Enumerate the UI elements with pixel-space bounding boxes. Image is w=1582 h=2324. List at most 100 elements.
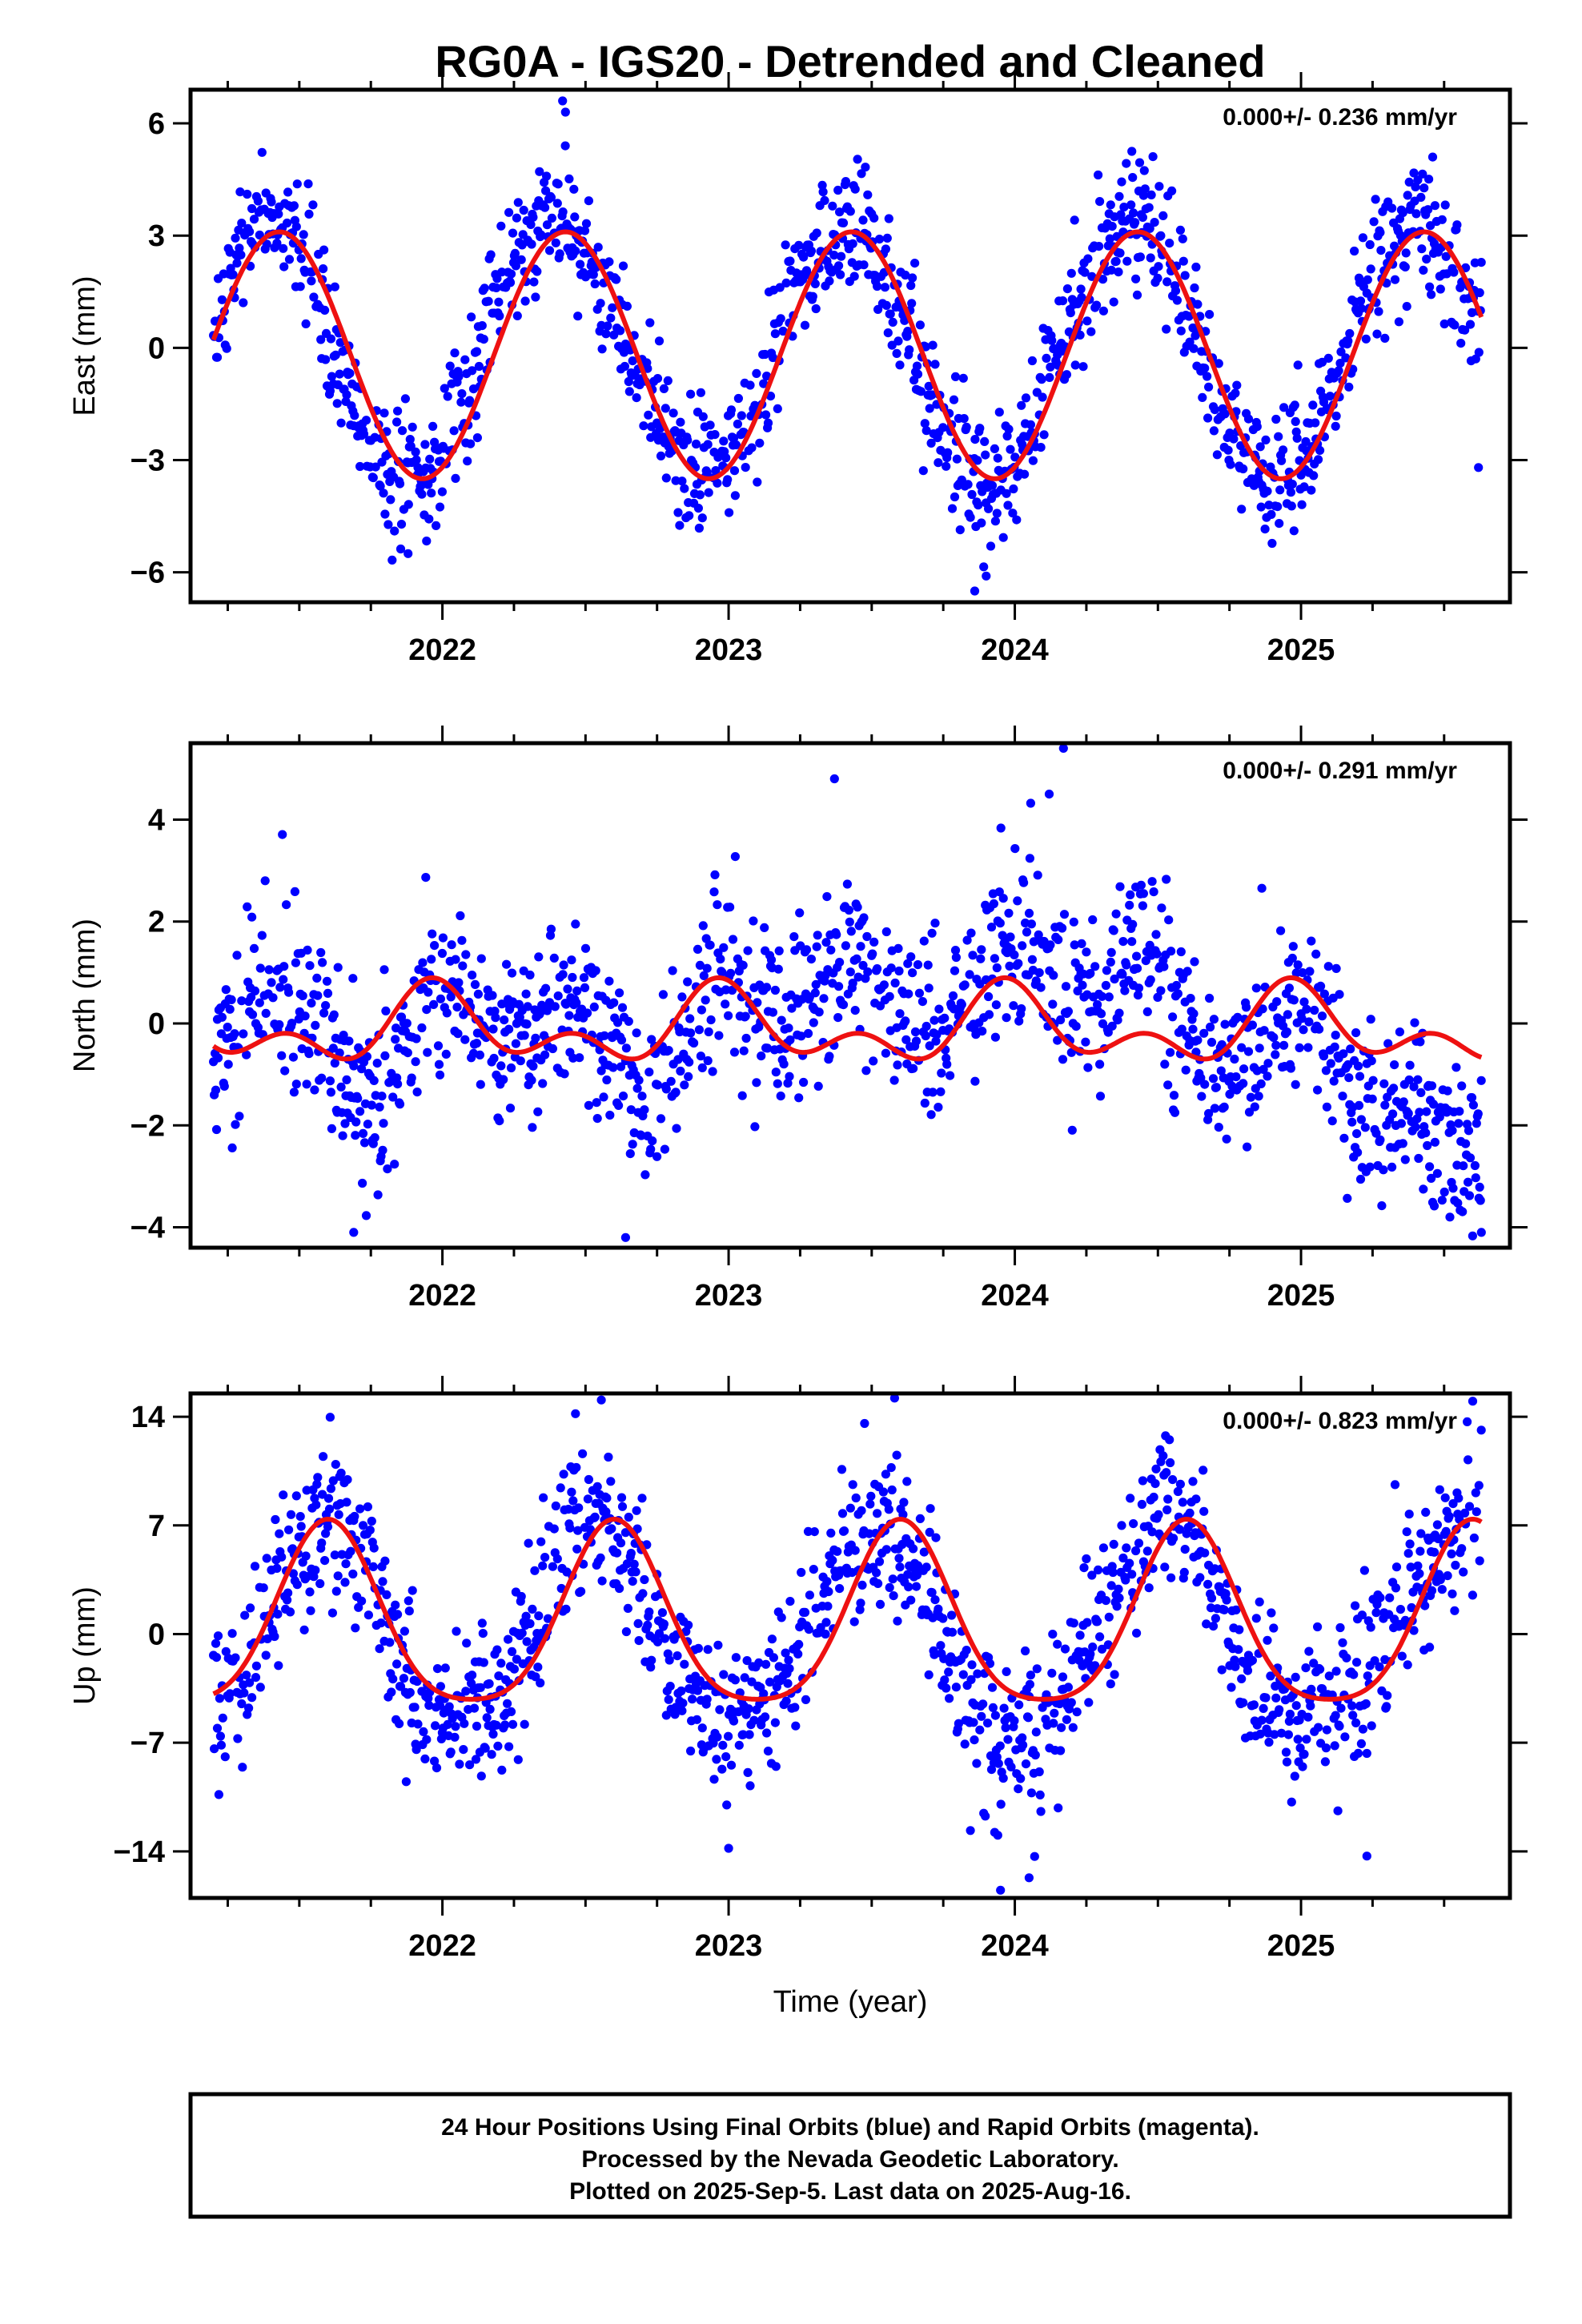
north-data-point: [442, 1008, 452, 1018]
east-data-point: [992, 509, 1002, 518]
north-data-point: [616, 1035, 627, 1045]
north-data-point: [647, 1035, 656, 1044]
east-data-point: [494, 297, 504, 307]
north-data-point: [1152, 949, 1162, 959]
north-data-point: [1351, 1028, 1361, 1038]
up-data-point: [355, 1504, 365, 1514]
east-data-point: [581, 219, 592, 228]
east-rate-label: 0.000+/- 0.236 mm/yr: [1223, 104, 1457, 131]
east-data-point: [1076, 284, 1086, 294]
north-data-point: [868, 949, 877, 959]
up-data-point: [875, 1599, 885, 1609]
east-data-point: [1336, 347, 1346, 356]
up-data-point: [1114, 1593, 1124, 1602]
north-data-point: [1279, 1040, 1289, 1050]
north-data-point: [757, 1051, 766, 1061]
up-data-point: [993, 1831, 1002, 1840]
north-data-point: [1459, 1161, 1468, 1171]
east-data-point: [1131, 274, 1141, 283]
up-data-point: [533, 1663, 543, 1672]
east-data-point: [536, 230, 546, 239]
north-y-tick-label: 2: [148, 906, 165, 939]
up-data-point: [388, 1675, 398, 1684]
east-data-point: [1140, 184, 1150, 194]
north-data-point: [355, 1107, 365, 1116]
north-data-point: [666, 1076, 676, 1086]
east-data-point: [1425, 282, 1435, 292]
north-data-point: [1368, 1076, 1378, 1085]
north-data-point: [1259, 1064, 1268, 1074]
up-data-point: [1168, 1475, 1178, 1485]
east-data-point: [1092, 300, 1102, 310]
up-data-point: [1142, 1546, 1152, 1556]
up-scatter-points: [209, 1393, 1486, 1895]
east-data-point: [884, 214, 893, 223]
north-data-point: [777, 1015, 786, 1025]
up-data-point: [1454, 1494, 1464, 1503]
north-data-point: [221, 985, 231, 995]
north-data-point: [1189, 1009, 1199, 1019]
up-data-point: [744, 1704, 753, 1714]
east-data-point: [1419, 265, 1428, 275]
north-data-point: [1422, 1107, 1431, 1116]
up-data-point: [996, 1799, 1006, 1809]
east-data-point: [934, 458, 943, 468]
east-data-point: [428, 421, 438, 432]
up-data-point: [1030, 1852, 1039, 1861]
up-data-point: [1018, 1740, 1028, 1750]
north-data-point: [516, 1056, 525, 1066]
up-data-point: [341, 1559, 351, 1569]
east-data-point: [913, 369, 923, 379]
up-data-point: [821, 1629, 830, 1639]
north-data-point: [1344, 1073, 1354, 1083]
north-data-point: [1151, 930, 1161, 939]
north-data-point: [275, 983, 285, 992]
up-data-point: [761, 1659, 771, 1669]
east-data-point: [930, 360, 940, 369]
up-data-point: [874, 1557, 885, 1566]
east-data-point: [331, 350, 340, 360]
east-data-point: [1047, 336, 1057, 345]
east-data-point: [1419, 183, 1429, 193]
north-data-point: [893, 943, 903, 953]
north-data-point: [393, 1080, 403, 1089]
north-data-point: [1283, 1010, 1292, 1019]
east-data-point: [320, 305, 330, 315]
north-data-point: [403, 1048, 412, 1058]
up-data-point: [530, 1566, 540, 1575]
up-data-point: [966, 1675, 976, 1684]
up-data-point: [1137, 1499, 1146, 1510]
north-data-point: [261, 1008, 271, 1018]
north-data-point: [797, 1031, 806, 1041]
up-data-point: [1144, 1583, 1154, 1593]
north-data-point: [1159, 962, 1169, 971]
north-data-point: [1205, 993, 1215, 1003]
up-data-point: [1075, 1630, 1085, 1640]
east-data-point: [763, 418, 773, 428]
north-data-point: [1106, 947, 1116, 957]
up-data-point: [1471, 1488, 1480, 1498]
east-data-point: [1267, 509, 1276, 520]
north-data-point: [1101, 980, 1110, 991]
east-data-point: [1191, 331, 1200, 340]
north-data-point: [694, 1025, 705, 1035]
north-data-point: [813, 931, 822, 940]
north-data-point: [658, 990, 669, 999]
up-data-point: [781, 1648, 790, 1658]
east-data-point: [644, 410, 653, 420]
east-data-point: [390, 526, 400, 536]
north-data-point: [1066, 1047, 1076, 1057]
up-data-point: [1129, 1519, 1138, 1529]
north-data-point: [412, 1088, 422, 1097]
up-data-point: [888, 1574, 897, 1584]
east-data-point: [553, 179, 563, 189]
east-data-point: [984, 504, 994, 513]
east-data-point: [526, 219, 536, 229]
north-data-point: [885, 991, 894, 1001]
up-data-point: [1264, 1737, 1274, 1747]
east-data-point: [979, 562, 989, 572]
east-data-point: [1456, 339, 1466, 348]
up-data-point: [826, 1528, 836, 1538]
up-data-point: [446, 1747, 456, 1757]
east-data-point: [1411, 182, 1420, 191]
